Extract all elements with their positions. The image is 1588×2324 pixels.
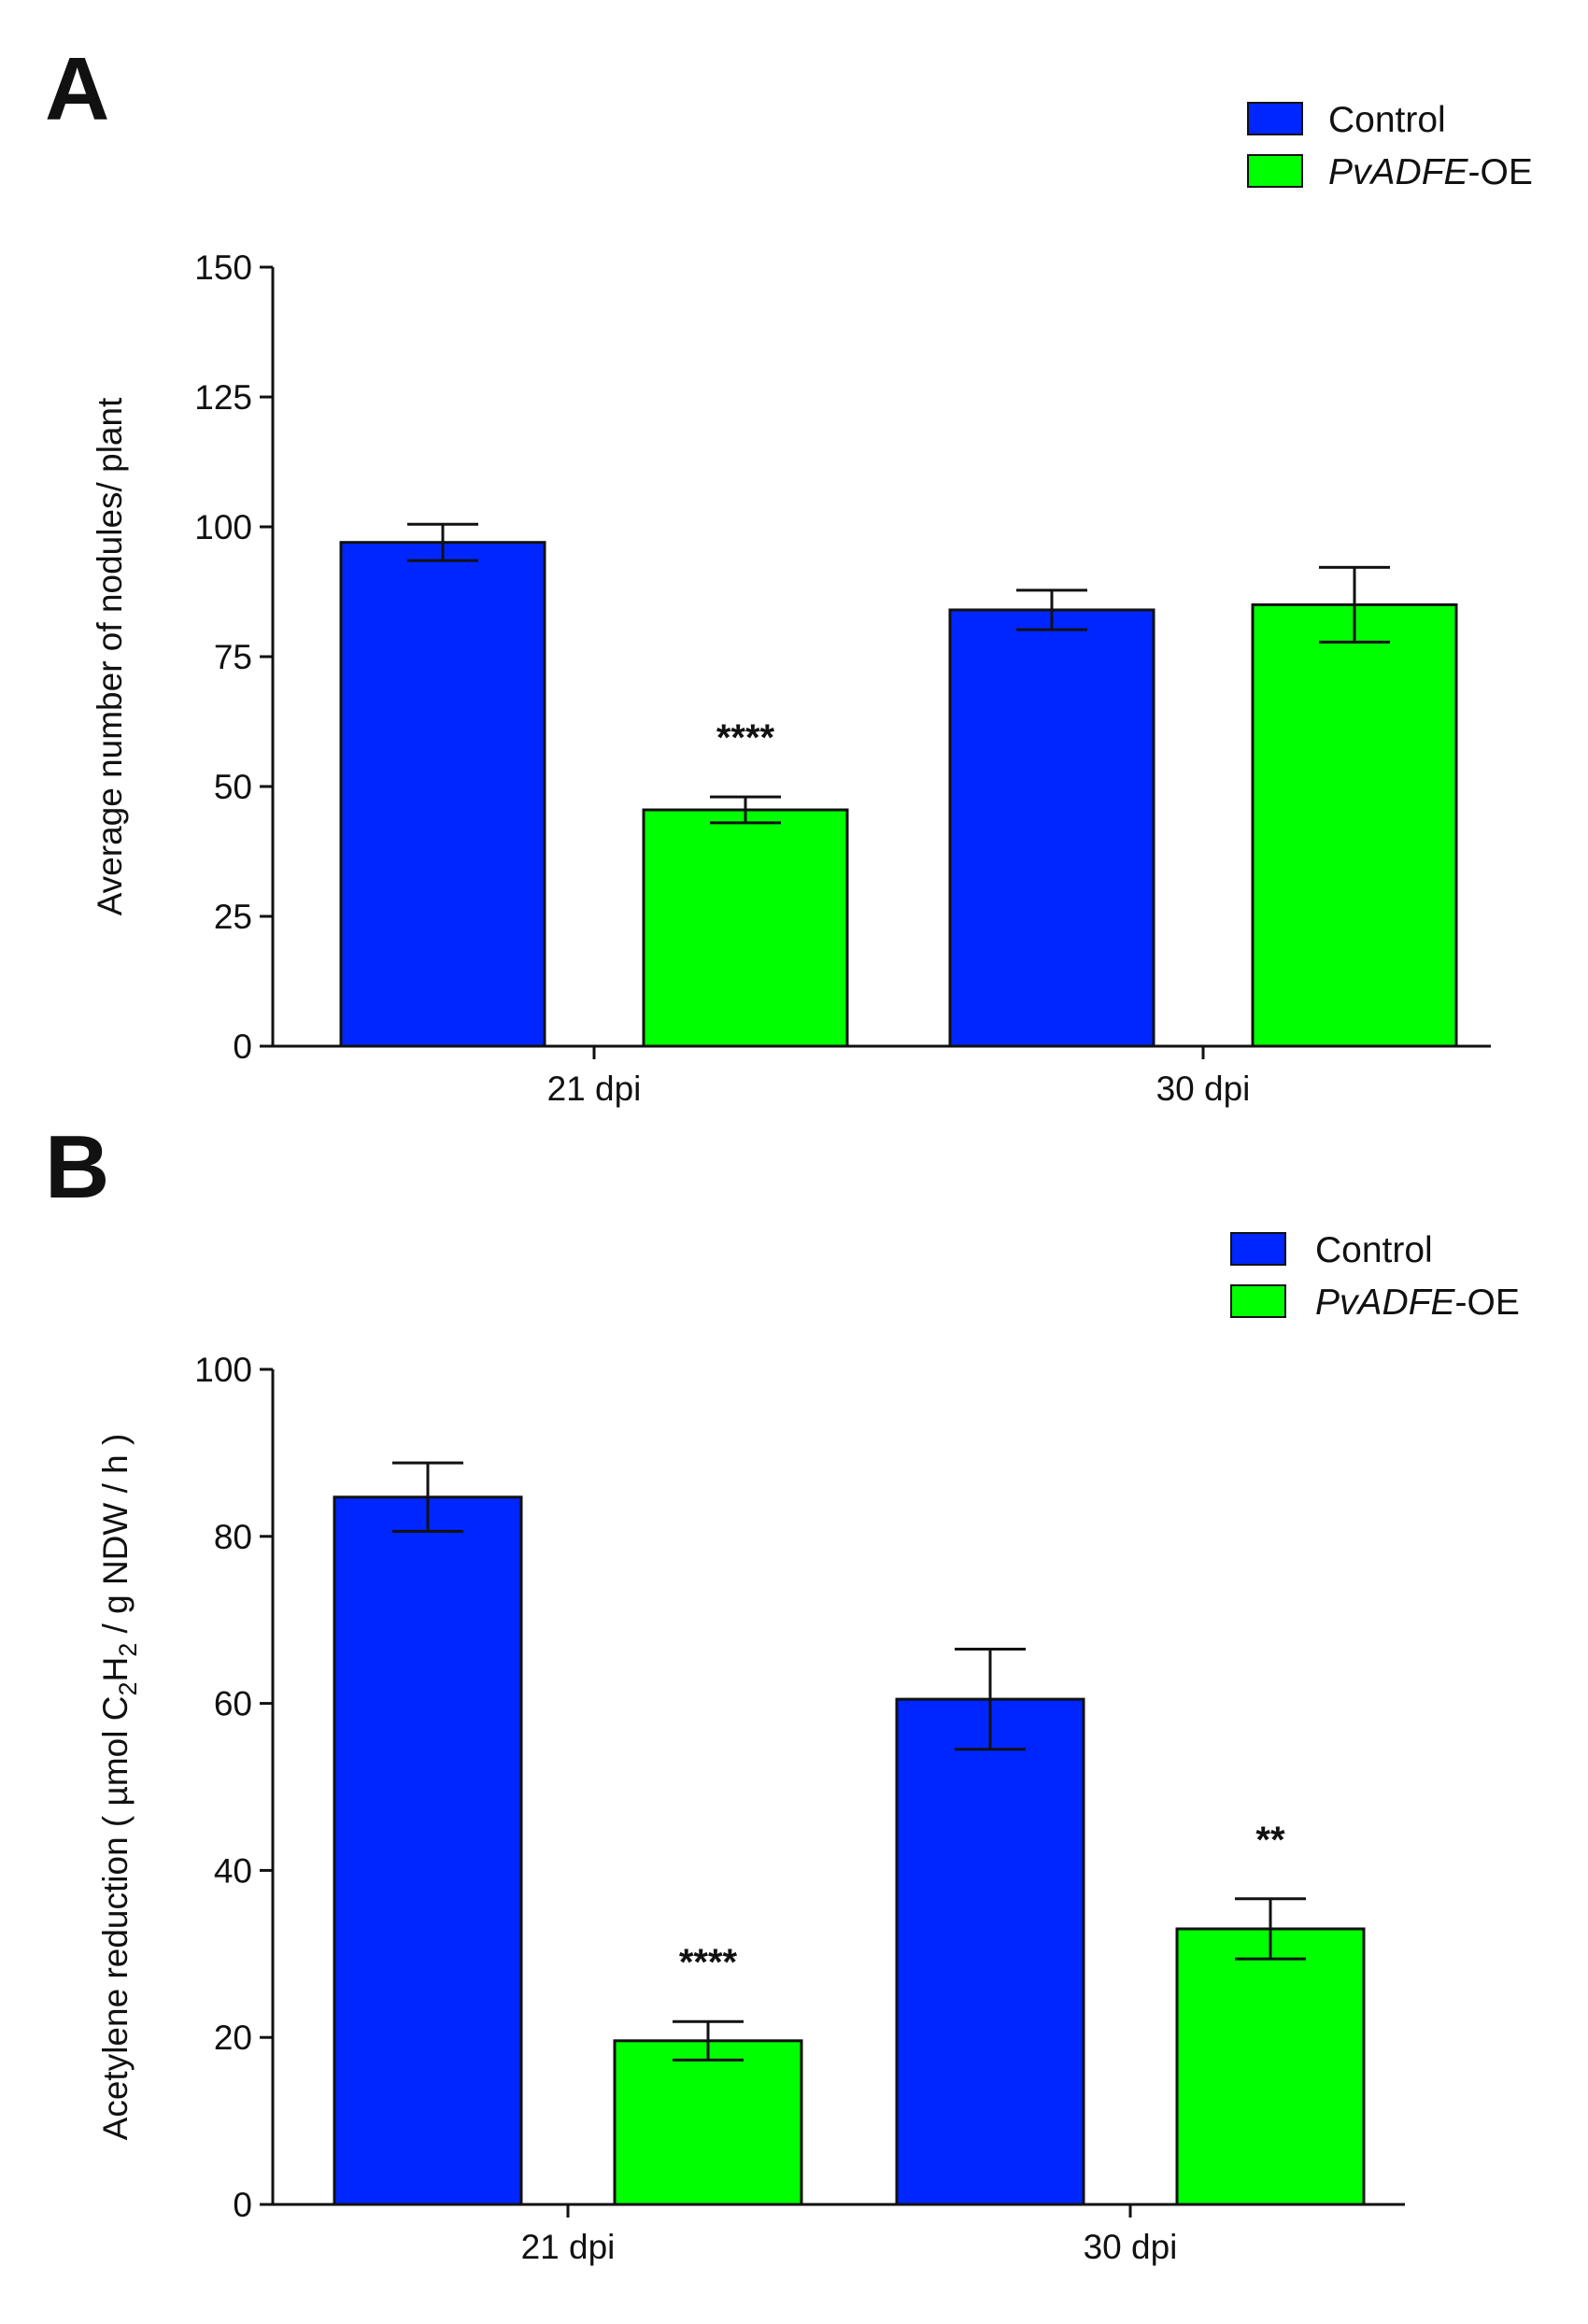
y-tick-label: 80 bbox=[214, 1518, 252, 1556]
bar-oe-21dpi bbox=[613, 2039, 803, 2206]
significance-marker: **** bbox=[679, 1942, 738, 1983]
y-tick-label: 125 bbox=[194, 378, 252, 417]
y-tick-label: 0 bbox=[233, 1027, 252, 1066]
y-axis-label: Average number of nodules/ plant bbox=[91, 397, 129, 915]
x-tick-label: 21 dpi bbox=[547, 1070, 642, 1108]
legend-label-oe: PvADFE-OE bbox=[1328, 152, 1533, 192]
legend-swatch-oe bbox=[1230, 1284, 1286, 1318]
legend-swatch-control bbox=[1247, 102, 1303, 135]
y-tick-label: 150 bbox=[194, 248, 252, 287]
chart-a: A Control PvADFE-OE 0 25 50 75 100 125 150 21 dpi 3… bbox=[45, 39, 1533, 1108]
x-tick-label: 21 dpi bbox=[521, 2228, 616, 2266]
x-tick-label: 30 dpi bbox=[1084, 2228, 1178, 2266]
bar-control-21dpi bbox=[333, 1495, 523, 2206]
significance-marker: **** bbox=[716, 717, 775, 758]
legend-label-oe: PvADFE-OE bbox=[1315, 1282, 1520, 1323]
y-tick-label: 100 bbox=[194, 508, 252, 546]
y-tick-label: 100 bbox=[194, 1351, 252, 1389]
y-tick-label: 25 bbox=[214, 898, 252, 936]
y-tick-label: 75 bbox=[214, 638, 252, 676]
y-tick-label: 60 bbox=[214, 1685, 252, 1723]
bar-oe-30dpi bbox=[1251, 602, 1458, 1048]
bar-control-30dpi bbox=[948, 608, 1156, 1048]
bar-control-21dpi bbox=[339, 541, 546, 1048]
y-tick-label: 20 bbox=[214, 2019, 252, 2057]
bar-oe-21dpi bbox=[642, 808, 849, 1048]
legend-label-control: Control bbox=[1328, 100, 1446, 140]
significance-marker: ** bbox=[1255, 1820, 1285, 1861]
bar-control-30dpi bbox=[895, 1697, 1085, 2206]
y-tick-label: 40 bbox=[214, 1851, 252, 1890]
y-tick-label: 0 bbox=[233, 2186, 252, 2224]
x-tick-label: 30 dpi bbox=[1156, 1070, 1251, 1108]
legend-swatch-oe bbox=[1247, 154, 1303, 188]
legend-swatch-control bbox=[1230, 1232, 1286, 1266]
bar-oe-30dpi bbox=[1175, 1927, 1366, 2206]
y-axis-label: Acetylene reduction ( µmol C2H2 / g NDW … bbox=[96, 1434, 142, 2141]
chart-b: B Control PvADFE-OE 0 20 40 60 80 100 21 dpi 30 dp… bbox=[45, 1117, 1520, 2266]
panel-letter-b: B bbox=[45, 1117, 109, 1217]
y-tick-label: 50 bbox=[214, 768, 252, 806]
legend-label-control: Control bbox=[1315, 1230, 1433, 1270]
panel-letter-a: A bbox=[45, 39, 109, 139]
